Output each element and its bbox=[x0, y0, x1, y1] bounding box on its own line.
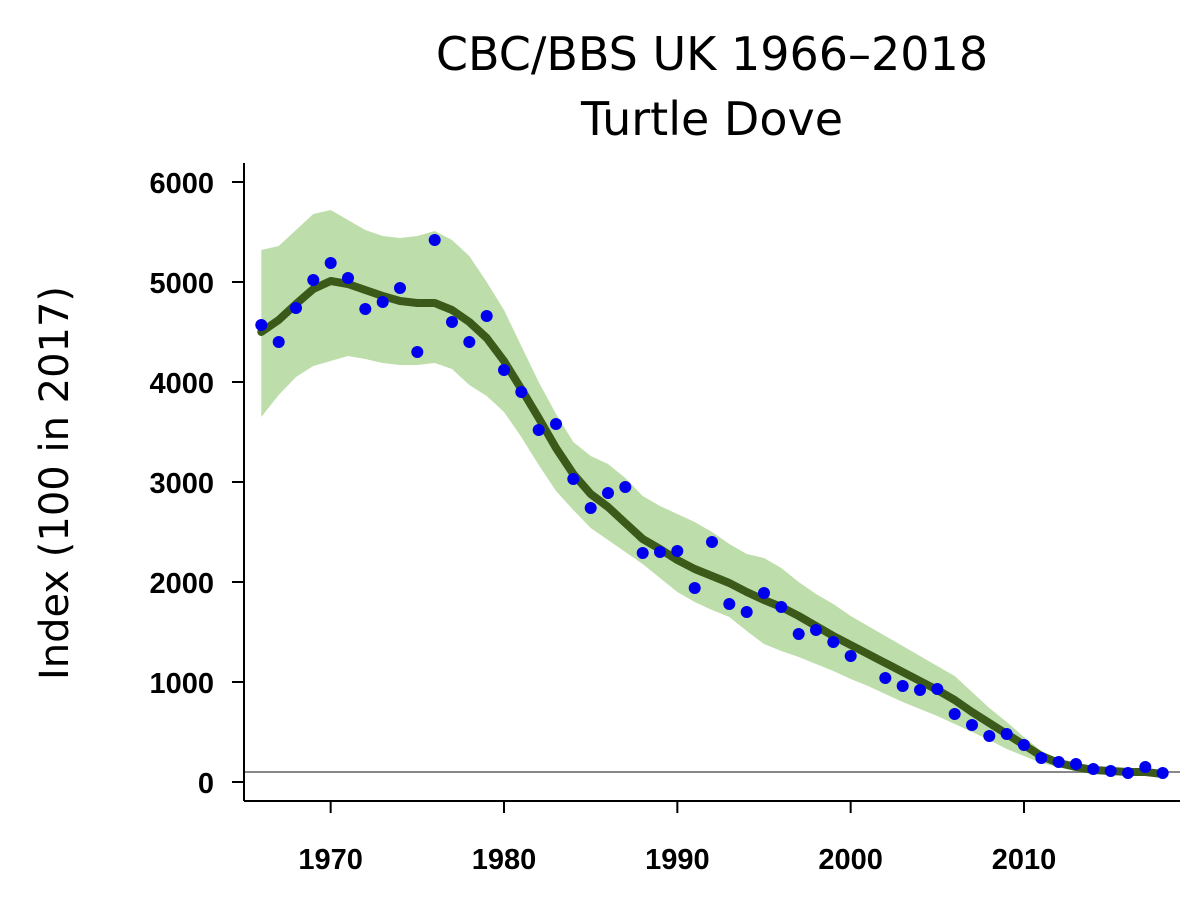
data-point-2018 bbox=[1156, 767, 1169, 779]
data-point-2016 bbox=[1122, 767, 1134, 779]
data-point-2010 bbox=[1018, 739, 1030, 751]
trend-line-layer bbox=[257, 277, 1167, 778]
data-point-1982 bbox=[532, 424, 545, 436]
data-point-1983 bbox=[550, 418, 562, 430]
data-point-2012 bbox=[1052, 756, 1065, 768]
data-point-1976 bbox=[428, 234, 441, 246]
x-tick-label-2010: 2010 bbox=[992, 844, 1057, 876]
y-tick-label-4000: 4000 bbox=[149, 368, 214, 400]
data-point-1981 bbox=[515, 386, 528, 398]
data-point-1970 bbox=[324, 257, 337, 269]
x-tick-label-2000: 2000 bbox=[818, 844, 883, 876]
data-point-1993 bbox=[723, 598, 736, 610]
x-tick-label-1990: 1990 bbox=[645, 844, 710, 876]
data-point-1996 bbox=[775, 601, 788, 613]
data-point-2000 bbox=[844, 650, 857, 662]
data-point-2004 bbox=[914, 684, 926, 696]
data-point-1987 bbox=[619, 481, 632, 493]
data-point-2008 bbox=[983, 730, 996, 742]
data-points-layer bbox=[255, 234, 1169, 779]
chart-title: CBC/BBS UK 1966–2018 bbox=[436, 27, 988, 81]
data-point-1973 bbox=[376, 296, 389, 308]
data-point-2015 bbox=[1104, 765, 1117, 777]
chart-subtitle: Turtle Dove bbox=[580, 92, 843, 146]
data-point-1975 bbox=[411, 346, 424, 358]
data-point-1967 bbox=[272, 336, 285, 348]
data-point-1998 bbox=[810, 624, 822, 636]
data-point-1968 bbox=[290, 302, 302, 314]
data-point-1992 bbox=[706, 536, 718, 548]
confidence-band-layer bbox=[261, 210, 1163, 776]
data-point-2007 bbox=[966, 719, 978, 731]
data-point-2009 bbox=[1000, 728, 1013, 740]
data-point-1977 bbox=[446, 316, 458, 328]
data-point-1989 bbox=[654, 546, 666, 558]
data-point-1988 bbox=[636, 547, 649, 559]
trend-line bbox=[257, 277, 1167, 778]
x-tick-label-1980: 1980 bbox=[472, 844, 537, 876]
data-point-1979 bbox=[480, 310, 493, 322]
data-point-1985 bbox=[584, 502, 597, 514]
y-tick-label-3000: 3000 bbox=[149, 468, 214, 500]
data-point-2005 bbox=[931, 683, 944, 695]
x-tick-label-1970: 1970 bbox=[298, 844, 363, 876]
data-point-1994 bbox=[740, 606, 753, 618]
data-point-1999 bbox=[827, 636, 840, 648]
data-point-2002 bbox=[879, 672, 892, 684]
data-point-2017 bbox=[1139, 761, 1152, 773]
data-point-2014 bbox=[1087, 763, 1100, 775]
data-point-1966 bbox=[255, 319, 268, 331]
y-axis-label: Index (100 in 2017) bbox=[32, 286, 78, 680]
data-point-1990 bbox=[671, 545, 684, 557]
data-point-1991 bbox=[688, 582, 701, 594]
data-point-1980 bbox=[498, 364, 510, 376]
data-point-1984 bbox=[567, 473, 580, 485]
data-point-1972 bbox=[359, 303, 372, 315]
data-point-1997 bbox=[792, 628, 805, 640]
data-point-2013 bbox=[1070, 758, 1082, 770]
data-point-2006 bbox=[948, 708, 961, 720]
data-point-1986 bbox=[602, 487, 614, 499]
confidence-band bbox=[261, 210, 1163, 776]
data-point-1978 bbox=[463, 336, 476, 348]
y-tick-label-6000: 6000 bbox=[149, 168, 214, 200]
data-point-1971 bbox=[342, 272, 354, 284]
y-tick-label-5000: 5000 bbox=[149, 268, 214, 300]
data-point-1974 bbox=[394, 282, 406, 294]
data-point-2011 bbox=[1035, 752, 1048, 764]
y-tick-label-0: 0 bbox=[198, 768, 214, 800]
data-point-1969 bbox=[307, 274, 320, 286]
y-tick-label-2000: 2000 bbox=[149, 568, 214, 600]
y-tick-label-1000: 1000 bbox=[149, 668, 214, 700]
data-point-2003 bbox=[896, 680, 909, 692]
data-point-1995 bbox=[758, 587, 770, 599]
axes: 0 1000 2000 3000 4000 5000 6000 1970 1980 1990 200… bbox=[149, 163, 1180, 876]
